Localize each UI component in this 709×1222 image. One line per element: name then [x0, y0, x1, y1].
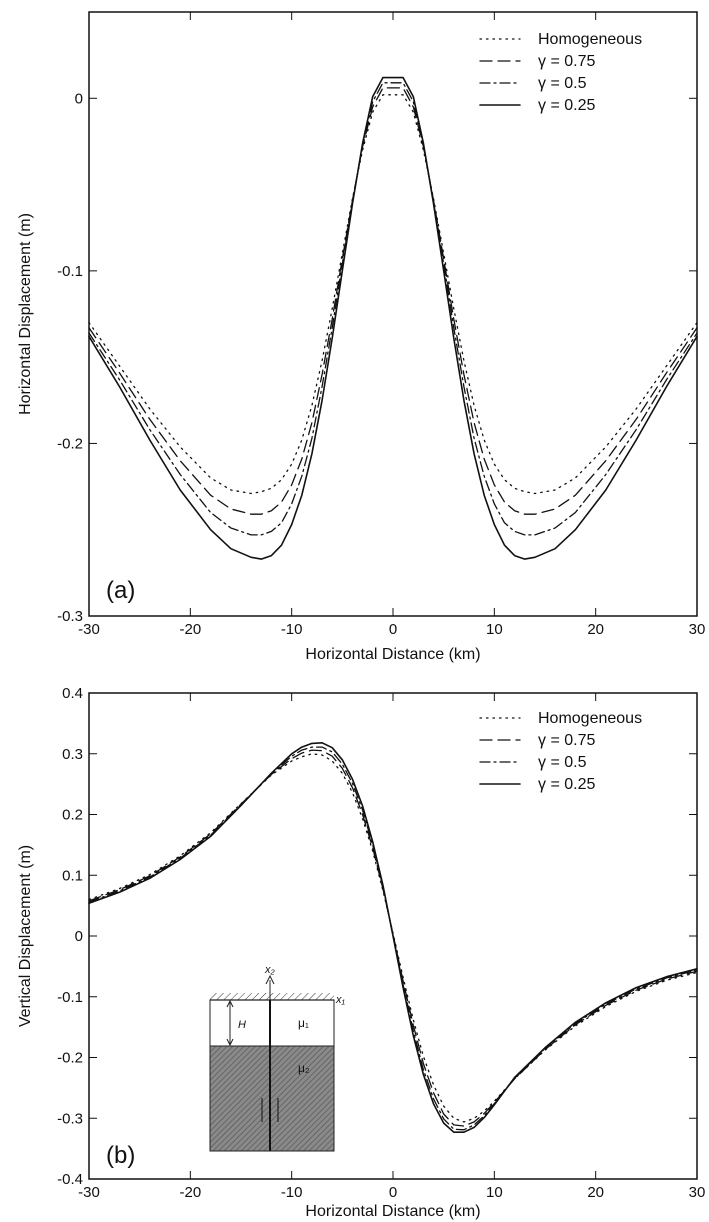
x-tick-label: 10: [486, 1184, 503, 1201]
inset-upper-layer: [209, 999, 335, 1047]
y-tick-label: -0.4: [57, 1171, 83, 1188]
panel-b-series-lines: [88, 741, 698, 1133]
inset-h-arrowhead-top: [226, 999, 234, 1008]
series-line-dotted: [88, 94, 698, 495]
panel-b-x-ticks: -30 -20 -10 0 10 20 30: [78, 693, 705, 1201]
panel-a-series-lines: [88, 76, 698, 560]
inset-h-label: H: [238, 1019, 246, 1031]
layered-halfspace-inset: x₂ x₁ H μ₁ μ₂: [209, 964, 346, 1152]
inset-lower-halfspace: [209, 1045, 335, 1152]
legend-entry: Homogeneous: [538, 31, 642, 48]
x-tick-label: -20: [179, 621, 201, 638]
series-line-solid: [88, 741, 698, 1133]
y-tick-label: -0.3: [57, 608, 83, 625]
y-tick-label: -0.2: [57, 435, 83, 452]
y-tick-label: 0.2: [62, 807, 83, 824]
legend-entry: Homogeneous: [538, 710, 642, 727]
legend-entry: γ = 0.5: [538, 75, 587, 92]
legend-entry: γ = 0.25: [538, 97, 595, 114]
inset-x1-label: x₁: [335, 994, 346, 1006]
x-tick-label: -10: [281, 1184, 303, 1201]
legend-entry: γ = 0.5: [538, 754, 587, 771]
x-tick-label: 0: [389, 621, 397, 638]
x-tick-label: -20: [179, 1184, 201, 1201]
x-tick-label: -30: [78, 621, 100, 638]
panel-a-y-ticks: -0.3 -0.2 -0.1 0: [57, 90, 697, 625]
panel-b-y-ticks: -0.4 -0.3 -0.2 -0.1 0 0.1 0.2 0.3 0.4: [57, 685, 697, 1188]
y-tick-label: -0.1: [57, 263, 83, 280]
x-tick-label: -10: [281, 621, 303, 638]
legend-entry: γ = 0.75: [538, 732, 595, 749]
series-line-dashed: [88, 87, 698, 515]
y-tick-label: 0: [75, 928, 83, 945]
x-tick-label: 30: [689, 621, 706, 638]
x-tick-label: 10: [486, 621, 503, 638]
panel-a-xlabel: Horizontal Distance (km): [305, 646, 480, 663]
inset-mu2-label: μ₂: [298, 1061, 310, 1075]
legend-entry: γ = 0.75: [538, 53, 595, 70]
y-tick-label: 0.3: [62, 746, 83, 763]
y-tick-label: -0.1: [57, 989, 83, 1006]
series-line-dashdot: [88, 82, 698, 536]
panel-b-ylabel: Vertical Displacement (m): [17, 845, 34, 1027]
inset-x2-label: x₂: [264, 964, 276, 976]
panel-a-legend: Homogeneous γ = 0.75 γ = 0.5 γ = 0.25: [479, 31, 642, 114]
y-tick-label: -0.3: [57, 1110, 83, 1127]
panel-b-vertical-displacement: -0.4 -0.3 -0.2 -0.1 0 0.1 0.2 0.3 0.4 -30 -20 -10 0…: [17, 685, 705, 1220]
y-tick-label: 0: [75, 90, 83, 107]
panel-a-x-ticks: -30 -20 -10 0 10 20 30: [78, 12, 705, 638]
panel-b-xlabel: Horizontal Distance (km): [305, 1203, 480, 1220]
panel-a-ylabel: Horizontal Displacement (m): [17, 213, 34, 415]
x-tick-label: -30: [78, 1184, 100, 1201]
inset-h-arrowhead-bottom: [226, 1038, 234, 1047]
x-tick-label: 20: [587, 621, 604, 638]
panel-a-label: (a): [106, 577, 135, 604]
panel-b-legend: Homogeneous γ = 0.75 γ = 0.5 γ = 0.25: [479, 710, 642, 793]
x-tick-label: 30: [689, 1184, 706, 1201]
inset-x2-arrowhead: [265, 974, 275, 985]
y-tick-label: 0.4: [62, 685, 83, 702]
y-tick-label: 0.1: [62, 867, 83, 884]
x-tick-label: 0: [389, 1184, 397, 1201]
series-line-solid: [88, 76, 698, 560]
inset-surface-hatch: [210, 993, 334, 1000]
panel-a-plot-frame: [88, 11, 698, 617]
inset-mu1-label: μ₁: [298, 1016, 309, 1030]
panel-b-label: (b): [106, 1142, 135, 1169]
panel-a-horizontal-displacement: -0.3 -0.2 -0.1 0 -30 -20 -10 0 10 20 30 Homogeneo…: [17, 11, 705, 663]
y-tick-label: -0.2: [57, 1050, 83, 1067]
legend-entry: γ = 0.25: [538, 776, 595, 793]
x-tick-label: 20: [587, 1184, 604, 1201]
